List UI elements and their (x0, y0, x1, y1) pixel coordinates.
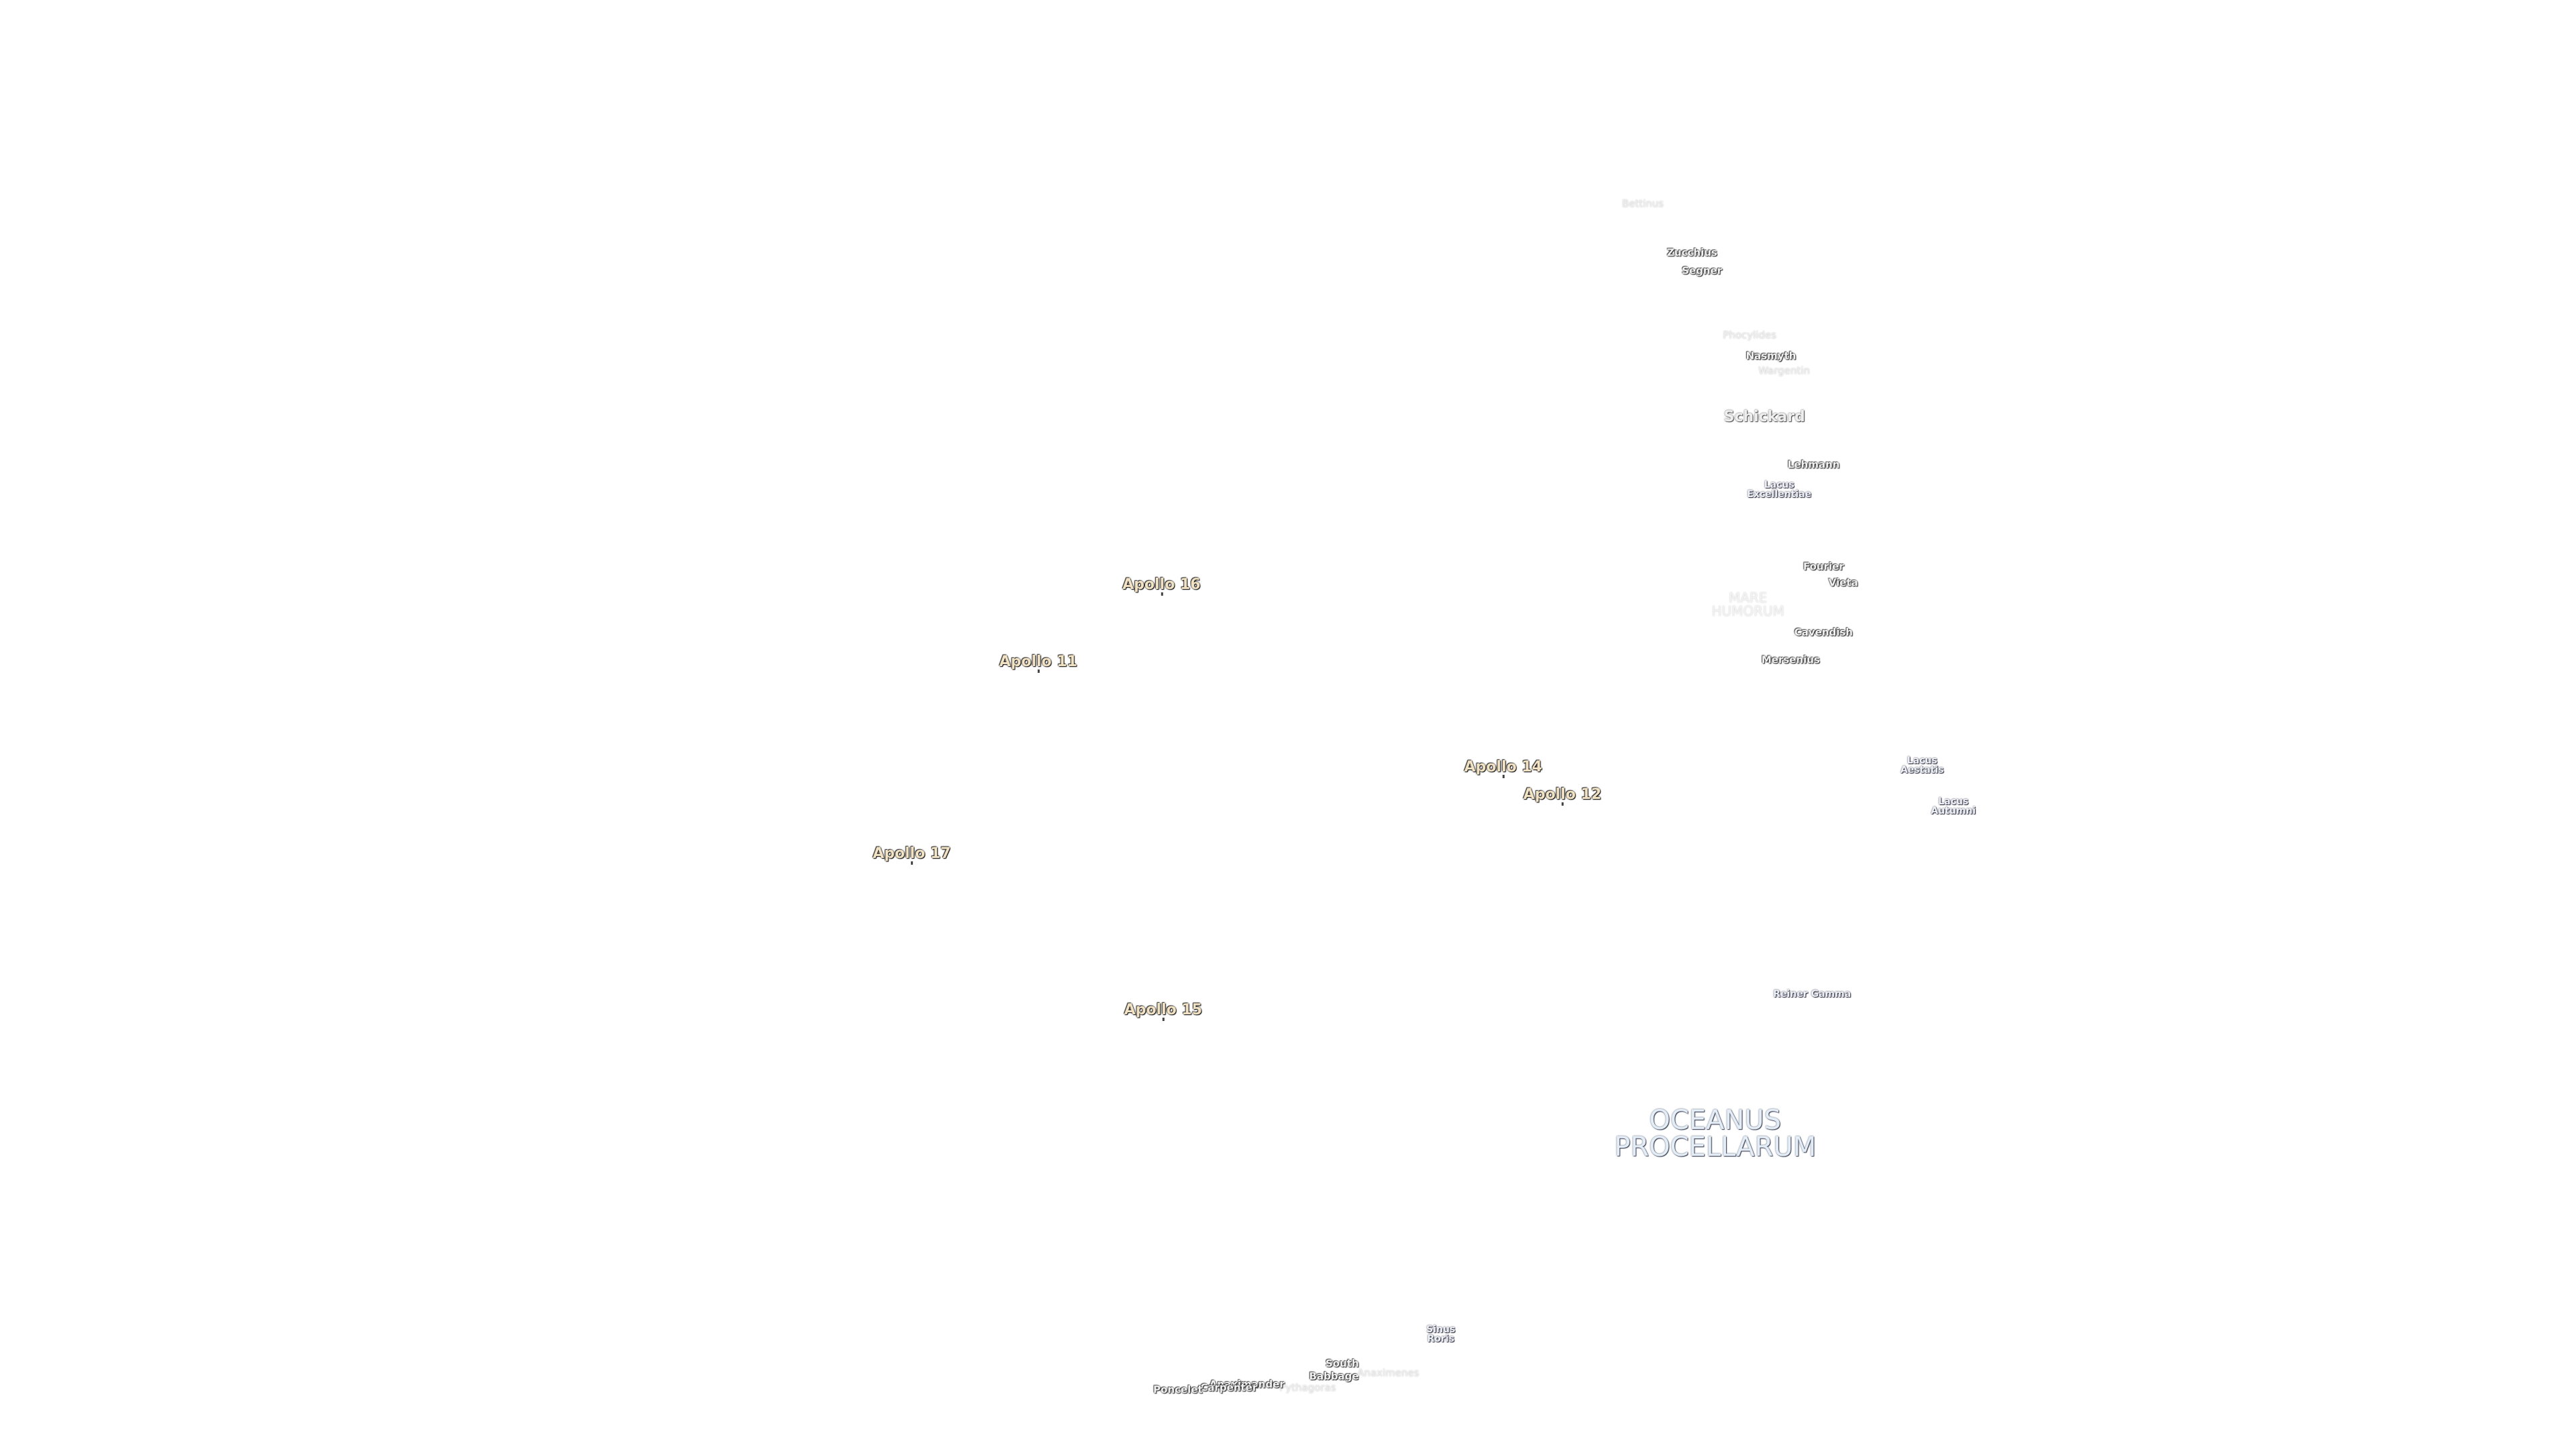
map-label[interactable]: Poncelet (1153, 1385, 1203, 1395)
map-label[interactable]: Carpenter (1200, 1383, 1257, 1393)
label-line: Apollo 12 (1523, 786, 1602, 804)
map-label[interactable]: Anaximander (1209, 1378, 1285, 1391)
label-line: Reiner Gamma (1773, 988, 1851, 1000)
label-line: Vieta (1828, 576, 1858, 589)
map-label[interactable]: Bettinus (1622, 199, 1664, 209)
label-line: Lehmann (1787, 458, 1840, 471)
label-line: Segner (1682, 264, 1723, 277)
label-line: Apollo 16 (1122, 576, 1201, 593)
label-line: Apollo 17 (872, 845, 951, 863)
label-line: Poncelet (1153, 1383, 1203, 1396)
map-label[interactable]: Lacus Aestatis (1900, 756, 1944, 775)
map-label[interactable]: Lacus Excellentiae (1747, 480, 1811, 499)
label-line: Babbage (1309, 1370, 1359, 1383)
map-label[interactable]: Lacus Autumni (1931, 797, 1976, 816)
label-line: Wargentin (1758, 364, 1810, 377)
label-line: Sinus (1426, 1324, 1456, 1335)
label-line: Apollo 11 (999, 653, 1077, 670)
label-line: Roris (1427, 1333, 1454, 1344)
map-label[interactable]: Apollo 16 (1122, 576, 1201, 596)
label-line: Anaximander (1209, 1378, 1285, 1391)
map-label[interactable]: Phocylides (1723, 330, 1776, 340)
label-line: Lacus (1938, 796, 1969, 808)
map-label[interactable]: Zucchius (1667, 248, 1717, 258)
label-line: Anaximenes (1357, 1366, 1419, 1379)
label-line: Aestatis (1900, 765, 1944, 776)
label-line: HUMORUM (1711, 603, 1784, 620)
map-label[interactable]: Apollo 12 (1523, 786, 1602, 806)
map-label[interactable]: Apollo 15 (1124, 1002, 1203, 1022)
map-label[interactable]: Nasmyth (1746, 350, 1796, 362)
map-label[interactable]: Apollo 14 (1464, 758, 1542, 778)
label-line: Autumni (1931, 806, 1976, 817)
map-label[interactable]: Sinus Roris (1426, 1325, 1455, 1344)
label-line: Cavendish (1794, 626, 1853, 639)
map-label[interactable]: Vieta (1829, 578, 1858, 588)
map-label[interactable]: Reiner Gamma (1773, 989, 1851, 999)
label-line: PROCELLARUM (1614, 1131, 1817, 1163)
map-label[interactable]: Segner (1682, 266, 1722, 276)
label-line: Schickard (1723, 409, 1805, 426)
map-label[interactable]: Apollo 11 (999, 653, 1077, 673)
label-line: Lacus (1907, 755, 1937, 767)
label-line: Carpenter (1200, 1381, 1258, 1394)
map-label[interactable]: Apollo 17 (872, 845, 951, 865)
label-line: Pythagoras (1279, 1381, 1336, 1394)
label-line: Bettinus (1621, 197, 1664, 210)
map-label[interactable]: Wargentin (1758, 366, 1810, 376)
label-line: Phocylides (1723, 329, 1777, 341)
label-line: South (1325, 1357, 1359, 1370)
label-line: MARE (1728, 590, 1768, 606)
map-label[interactable]: MARE HUMORUM (1711, 591, 1784, 618)
label-line: Apollo 14 (1464, 758, 1542, 775)
label-line: Lacus (1764, 479, 1794, 490)
map-label[interactable]: Babbage (1309, 1370, 1359, 1383)
map-label[interactable]: Lehmann (1788, 460, 1840, 470)
map-label[interactable]: Anaximenes (1357, 1368, 1419, 1379)
map-label[interactable]: OCEANUS PROCELLARUM (1614, 1107, 1816, 1161)
label-line: OCEANUS (1649, 1104, 1782, 1136)
map-label[interactable]: Schickard (1724, 410, 1805, 425)
label-line: Fourier (1803, 560, 1844, 573)
label-line: Mersenius (1761, 653, 1820, 666)
map-label[interactable]: Cavendish (1794, 627, 1853, 637)
map-label[interactable]: Pythagoras (1279, 1383, 1336, 1393)
map-label[interactable]: Mersenius (1762, 655, 1820, 665)
label-line: Apollo 15 (1124, 1002, 1203, 1019)
map-label[interactable]: Fourier (1803, 561, 1844, 572)
label-line: Zucchius (1667, 246, 1717, 259)
label-line: Excellentiae (1747, 488, 1812, 500)
map-label[interactable]: South (1326, 1358, 1359, 1368)
label-line: Nasmyth (1746, 350, 1796, 362)
